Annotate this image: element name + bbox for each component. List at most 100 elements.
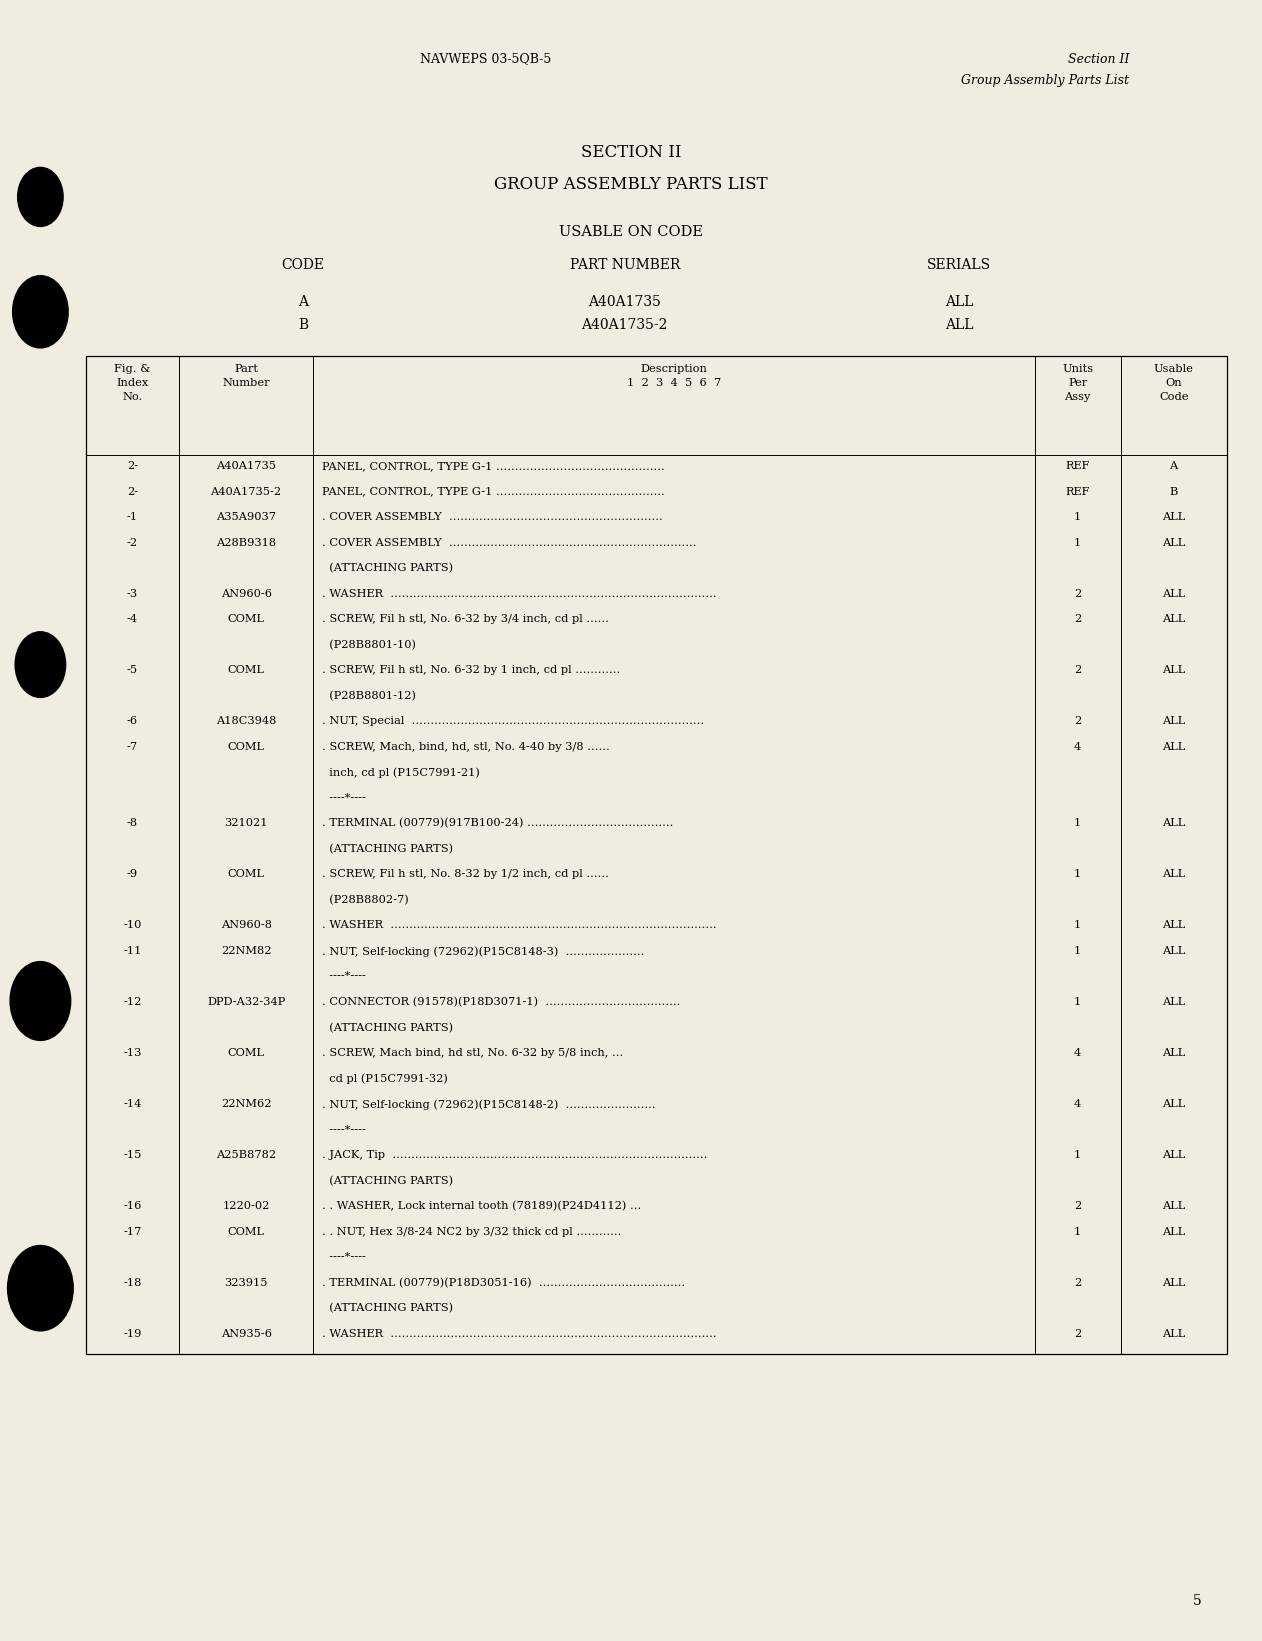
Text: ALL: ALL bbox=[1162, 589, 1185, 599]
Text: (P28B8801-12): (P28B8801-12) bbox=[322, 691, 415, 701]
Text: -16: -16 bbox=[124, 1201, 141, 1211]
Text: A28B9318: A28B9318 bbox=[216, 538, 276, 548]
Circle shape bbox=[13, 276, 68, 348]
Text: 5: 5 bbox=[1193, 1593, 1201, 1608]
Text: SECTION II: SECTION II bbox=[581, 144, 681, 161]
Text: . COVER ASSEMBLY  …………………………………………………………: . COVER ASSEMBLY ………………………………………………………… bbox=[322, 538, 697, 548]
Text: ALL: ALL bbox=[1162, 870, 1185, 880]
Text: USABLE ON CODE: USABLE ON CODE bbox=[559, 225, 703, 240]
Text: ALL: ALL bbox=[1162, 998, 1185, 1008]
Text: 2-: 2- bbox=[127, 461, 138, 471]
Text: (P28B8802-7): (P28B8802-7) bbox=[322, 894, 409, 906]
Text: ALL: ALL bbox=[1162, 1049, 1185, 1058]
Text: -9: -9 bbox=[127, 870, 138, 880]
Text: . SCREW, Fil h stl, No. 6-32 by 3/4 inch, cd pl ……: . SCREW, Fil h stl, No. 6-32 by 3/4 inch… bbox=[322, 614, 608, 624]
Text: ALL: ALL bbox=[945, 295, 973, 310]
Text: . . WASHER, Lock internal tooth (78189)(P24D4112) …: . . WASHER, Lock internal tooth (78189)(… bbox=[322, 1201, 641, 1211]
Text: COML: COML bbox=[227, 870, 265, 880]
Text: ALL: ALL bbox=[1162, 715, 1185, 727]
Text: inch, cd pl (P15C7991-21): inch, cd pl (P15C7991-21) bbox=[322, 768, 480, 778]
Circle shape bbox=[10, 962, 71, 1040]
Text: PANEL, CONTROL, TYPE G-1 ………………………………………: PANEL, CONTROL, TYPE G-1 ……………………………………… bbox=[322, 461, 665, 471]
Text: 2: 2 bbox=[1074, 614, 1082, 624]
Text: A40A1735-2: A40A1735-2 bbox=[211, 487, 281, 497]
Text: ALL: ALL bbox=[1162, 1150, 1185, 1160]
Text: SERIALS: SERIALS bbox=[928, 258, 991, 272]
Text: 2: 2 bbox=[1074, 665, 1082, 674]
Text: COML: COML bbox=[227, 742, 265, 752]
Text: NAVWEPS 03-5QB-5: NAVWEPS 03-5QB-5 bbox=[420, 53, 551, 66]
Text: B: B bbox=[1170, 487, 1177, 497]
Text: DPD-A32-34P: DPD-A32-34P bbox=[207, 998, 285, 1008]
Text: . SCREW, Fil h stl, No. 6-32 by 1 inch, cd pl …………: . SCREW, Fil h stl, No. 6-32 by 1 inch, … bbox=[322, 665, 620, 674]
Text: A: A bbox=[1170, 461, 1177, 471]
Text: . COVER ASSEMBLY  …………………………………………………: . COVER ASSEMBLY ………………………………………………… bbox=[322, 512, 663, 522]
Text: ALL: ALL bbox=[945, 318, 973, 333]
Text: ----*----: ----*---- bbox=[322, 971, 366, 981]
Text: 1: 1 bbox=[1074, 921, 1082, 930]
Circle shape bbox=[18, 167, 63, 226]
Text: (ATTACHING PARTS): (ATTACHING PARTS) bbox=[322, 563, 453, 573]
Text: Fig. &
Index
No.: Fig. & Index No. bbox=[115, 364, 150, 402]
Text: Description
1  2  3  4  5  6  7: Description 1 2 3 4 5 6 7 bbox=[627, 364, 721, 387]
Text: 321021: 321021 bbox=[225, 819, 268, 829]
Text: -7: -7 bbox=[127, 742, 138, 752]
Text: ALL: ALL bbox=[1162, 819, 1185, 829]
Text: B: B bbox=[298, 318, 308, 333]
Text: -3: -3 bbox=[127, 589, 138, 599]
Text: -11: -11 bbox=[124, 945, 141, 957]
Text: Units
Per
Assy: Units Per Assy bbox=[1063, 364, 1093, 402]
Text: ALL: ALL bbox=[1162, 921, 1185, 930]
Text: ALL: ALL bbox=[1162, 1278, 1185, 1288]
Text: . . NUT, Hex 3/8-24 NC2 by 3/32 thick cd pl …………: . . NUT, Hex 3/8-24 NC2 by 3/32 thick cd… bbox=[322, 1226, 621, 1237]
Text: -18: -18 bbox=[124, 1278, 141, 1288]
Text: COML: COML bbox=[227, 665, 265, 674]
Text: A40A1735: A40A1735 bbox=[216, 461, 276, 471]
Text: -8: -8 bbox=[127, 819, 138, 829]
Text: PART NUMBER: PART NUMBER bbox=[569, 258, 680, 272]
Text: -1: -1 bbox=[127, 512, 138, 522]
Circle shape bbox=[15, 632, 66, 697]
Text: -10: -10 bbox=[124, 921, 141, 930]
Text: 1: 1 bbox=[1074, 819, 1082, 829]
Text: . NUT, Self-locking (72962)(P15C8148-2)  ……………………: . NUT, Self-locking (72962)(P15C8148-2) … bbox=[322, 1099, 655, 1109]
Text: ALL: ALL bbox=[1162, 512, 1185, 522]
Text: 4: 4 bbox=[1074, 742, 1082, 752]
Text: A40A1735: A40A1735 bbox=[588, 295, 661, 310]
Text: 1: 1 bbox=[1074, 1150, 1082, 1160]
Text: cd pl (P15C7991-32): cd pl (P15C7991-32) bbox=[322, 1073, 448, 1085]
Text: 22NM82: 22NM82 bbox=[221, 945, 271, 957]
Text: ----*----: ----*---- bbox=[322, 1252, 366, 1262]
Text: . NUT, Special  ……………………………………………………………………: . NUT, Special …………………………………………………………………… bbox=[322, 715, 704, 727]
Text: 1220-02: 1220-02 bbox=[222, 1201, 270, 1211]
Text: ALL: ALL bbox=[1162, 665, 1185, 674]
Text: -14: -14 bbox=[124, 1099, 141, 1109]
Text: COML: COML bbox=[227, 1049, 265, 1058]
Text: . WASHER  ……………………………………………………………………………: . WASHER …………………………………………………………………………… bbox=[322, 589, 717, 599]
Text: A40A1735-2: A40A1735-2 bbox=[582, 318, 668, 333]
Text: A: A bbox=[298, 295, 308, 310]
Text: 2: 2 bbox=[1074, 1201, 1082, 1211]
Text: -5: -5 bbox=[127, 665, 138, 674]
Text: . TERMINAL (00779)(P18D3051-16)  …………………………………: . TERMINAL (00779)(P18D3051-16) ……………………… bbox=[322, 1278, 685, 1288]
Text: (ATTACHING PARTS): (ATTACHING PARTS) bbox=[322, 1022, 453, 1032]
Text: . WASHER  ……………………………………………………………………………: . WASHER …………………………………………………………………………… bbox=[322, 921, 717, 930]
Text: -17: -17 bbox=[124, 1226, 141, 1237]
Text: 4: 4 bbox=[1074, 1099, 1082, 1109]
Text: AN935-6: AN935-6 bbox=[221, 1329, 271, 1339]
Text: A35A9037: A35A9037 bbox=[216, 512, 276, 522]
Text: Group Assembly Parts List: Group Assembly Parts List bbox=[962, 74, 1129, 87]
Text: 4: 4 bbox=[1074, 1049, 1082, 1058]
Text: AN960-6: AN960-6 bbox=[221, 589, 271, 599]
Bar bbox=[86, 356, 1227, 1354]
Text: 2: 2 bbox=[1074, 589, 1082, 599]
Text: Usable
On
Code: Usable On Code bbox=[1153, 364, 1194, 402]
Text: 22NM62: 22NM62 bbox=[221, 1099, 271, 1109]
Text: -12: -12 bbox=[124, 998, 141, 1008]
Text: ----*----: ----*---- bbox=[322, 793, 366, 802]
Text: A25B8782: A25B8782 bbox=[216, 1150, 276, 1160]
Text: A18C3948: A18C3948 bbox=[216, 715, 276, 727]
Text: . TERMINAL (00779)(917B100-24) …………………………………: . TERMINAL (00779)(917B100-24) ………………………… bbox=[322, 819, 673, 829]
Text: ----*----: ----*---- bbox=[322, 1124, 366, 1134]
Text: ALL: ALL bbox=[1162, 945, 1185, 957]
